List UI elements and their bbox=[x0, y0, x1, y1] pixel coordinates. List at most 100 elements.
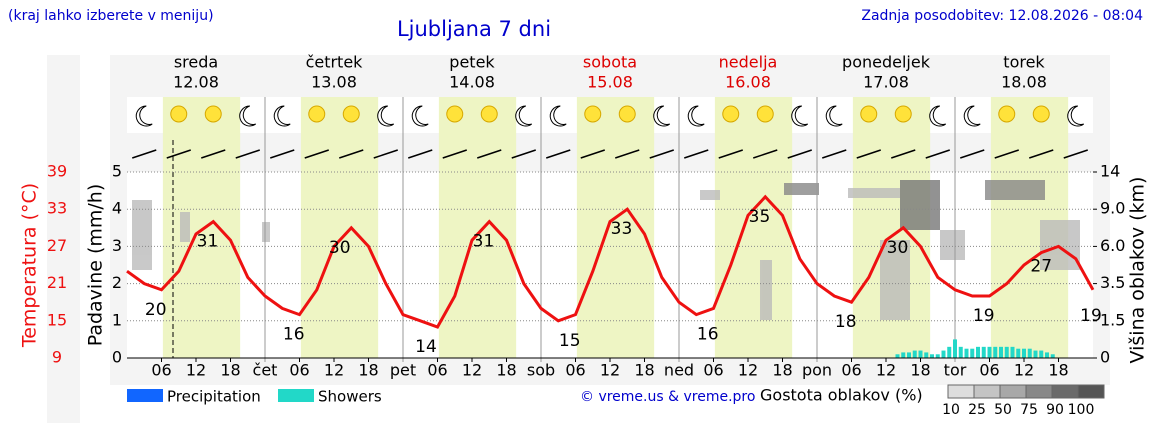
sun-icon bbox=[1032, 105, 1050, 123]
sun-icon bbox=[308, 105, 326, 123]
daylight bbox=[714, 97, 793, 358]
sun-icon bbox=[756, 105, 774, 123]
y-tick-label: 1 bbox=[112, 310, 122, 329]
wind-barb bbox=[477, 149, 502, 159]
temp-extreme-label: 33 bbox=[611, 219, 633, 239]
moon-icon bbox=[963, 105, 981, 127]
wind-barb bbox=[132, 149, 157, 159]
precip-bar bbox=[1016, 348, 1021, 358]
moon-icon bbox=[791, 105, 809, 127]
sun-icon bbox=[618, 105, 636, 123]
day-date: 13.08 bbox=[311, 73, 357, 92]
sun-icon bbox=[860, 105, 878, 123]
sun-icon bbox=[894, 105, 912, 123]
precip-bar bbox=[987, 346, 992, 358]
precip-bar bbox=[1022, 348, 1026, 358]
day-date: 17.08 bbox=[863, 73, 909, 92]
precip-bar bbox=[1050, 354, 1055, 358]
y-tick-label: 2 bbox=[112, 273, 122, 292]
wind-barb bbox=[304, 149, 329, 159]
x-tick-label: 12 bbox=[186, 361, 206, 380]
precip-bar bbox=[907, 352, 911, 358]
wind-barb bbox=[1063, 149, 1088, 159]
precip-bar bbox=[993, 346, 998, 358]
x-tick-label: 18 bbox=[220, 361, 240, 380]
wind-barb bbox=[891, 149, 916, 159]
wind-barb bbox=[684, 149, 709, 159]
temp-extreme-label: 35 bbox=[749, 207, 771, 227]
temp-extreme-label: 30 bbox=[329, 238, 351, 258]
x-tick-label: pet bbox=[390, 361, 416, 380]
wind-barb bbox=[1029, 149, 1054, 159]
legend-swatch bbox=[278, 389, 314, 402]
cloud-legend-title: Gostota oblakov (%) bbox=[760, 386, 923, 405]
precip-bar bbox=[901, 352, 906, 358]
chart-title: Ljubljana 7 dni bbox=[397, 17, 551, 41]
x-tick-label: 18 bbox=[1048, 361, 1068, 380]
hint: (kraj lahko izberete v meniju) bbox=[8, 8, 214, 24]
temp-tick-label: 33 bbox=[47, 199, 67, 218]
wind-barb bbox=[615, 149, 640, 159]
day-name: torek bbox=[1003, 53, 1045, 72]
left-panel bbox=[47, 55, 80, 423]
cloud-swatch bbox=[947, 384, 975, 399]
x-tick-label: 18 bbox=[634, 361, 654, 380]
day-date: 14.08 bbox=[449, 73, 495, 92]
cloud-scale-label: 25 bbox=[968, 402, 986, 418]
sun-icon bbox=[446, 105, 464, 123]
y2-tick-label: 9.0 bbox=[1100, 199, 1125, 218]
precip-bar bbox=[999, 346, 1003, 358]
sun-icon bbox=[342, 105, 360, 123]
y-tick-label: 3 bbox=[112, 236, 122, 255]
precip-bar bbox=[953, 339, 957, 358]
moon-icon bbox=[825, 105, 843, 127]
x-tick-label: 06 bbox=[979, 361, 999, 380]
temp-extreme-label: 19 bbox=[1080, 306, 1102, 326]
sun-icon bbox=[480, 105, 498, 123]
day-date: 15.08 bbox=[587, 73, 633, 92]
day-name: ponedeljek bbox=[842, 53, 931, 72]
x-tick-label: 06 bbox=[703, 361, 723, 380]
precip-bar bbox=[947, 346, 952, 358]
moon-icon bbox=[929, 105, 947, 127]
day-name: sreda bbox=[174, 53, 218, 72]
wind-barb bbox=[960, 149, 985, 159]
y2-axis-label: Višina oblakov (km) bbox=[1127, 177, 1149, 364]
temp-extreme-label: 31 bbox=[473, 232, 495, 252]
moon-icon bbox=[239, 105, 257, 127]
moon-icon bbox=[377, 105, 395, 127]
wind-barb bbox=[856, 149, 881, 159]
cloud-scale-label: 75 bbox=[1020, 402, 1038, 418]
temp-extreme-label: 27 bbox=[1030, 256, 1052, 276]
precip-bar bbox=[1045, 352, 1049, 358]
wind-barb bbox=[925, 149, 950, 159]
wind-barb bbox=[994, 149, 1019, 159]
x-tick-label: 06 bbox=[427, 361, 447, 380]
wind-barb bbox=[822, 149, 847, 159]
wind-barb bbox=[787, 149, 812, 159]
temp-tick-label: 21 bbox=[47, 273, 67, 292]
moon-icon bbox=[653, 105, 671, 127]
y2-tick-label: 6.0 bbox=[1100, 236, 1125, 255]
y-tick-label: 4 bbox=[112, 199, 122, 218]
wind-barb bbox=[235, 149, 260, 159]
precip-bar bbox=[976, 346, 980, 358]
wind-barb bbox=[270, 149, 295, 159]
x-tick-label: ned bbox=[664, 361, 694, 380]
cloud-scale-label: 90 bbox=[1046, 402, 1064, 418]
wind-barb bbox=[753, 149, 778, 159]
wind-barb bbox=[166, 149, 191, 159]
y-tick-label: 0 bbox=[112, 348, 122, 367]
precip-bar bbox=[918, 350, 923, 358]
cloud-scale-label: 10 bbox=[942, 402, 960, 418]
x-tick-label: 12 bbox=[462, 361, 482, 380]
cloud-scale-label: 100 bbox=[1068, 402, 1095, 418]
moon-icon bbox=[411, 105, 429, 127]
precip-bar bbox=[930, 354, 934, 358]
x-tick-label: 06 bbox=[565, 361, 585, 380]
weather-icons bbox=[132, 105, 1088, 159]
precip-bar bbox=[964, 348, 969, 358]
sun-icon bbox=[998, 105, 1016, 123]
moon-icon bbox=[549, 105, 567, 127]
